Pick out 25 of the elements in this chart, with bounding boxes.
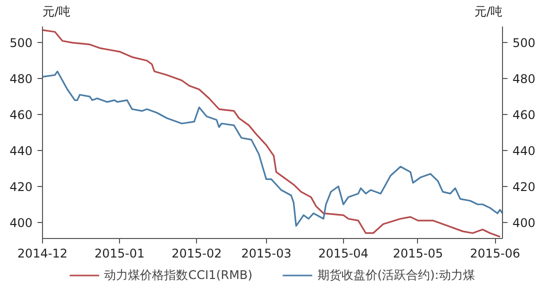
x-tick-label: 2015-03 [241,246,292,260]
y2-tick-label: 440 [512,144,536,158]
legend-label: 动力煤价格指数CCI1(RMB) [104,266,252,284]
x-tick-label: 2014-12 [17,246,68,260]
y2-axis-title: 元/吨 [474,4,503,18]
y-tick-label: 480 [10,72,32,86]
y2-tick-label: 500 [512,36,536,50]
line-series [42,70,502,227]
x-tick-label: 2015-04 [318,246,368,260]
y-tick-label: 460 [10,108,32,122]
x-tick-label: 2015-02 [172,246,222,260]
y2-tick-label: 420 [512,180,536,194]
y-axis-title: 元/吨 [42,4,71,18]
y2-tick-label: 480 [512,72,536,86]
y2-tick-label: 460 [512,108,536,122]
x-tick-label: 2015-05 [392,246,444,260]
x-tick-label: 2015-01 [94,246,145,260]
x-tick-label: 2015-06 [470,246,520,260]
y-tick-label: 400 [10,216,32,230]
legend-label: 期货收盘价(活跃合约):动力煤 [317,266,475,284]
y2-tick-label: 400 [512,216,536,230]
y-tick-label: 440 [10,144,32,158]
line-series [42,29,501,238]
y-tick-label: 500 [10,36,32,50]
y-tick-label: 420 [10,180,32,194]
